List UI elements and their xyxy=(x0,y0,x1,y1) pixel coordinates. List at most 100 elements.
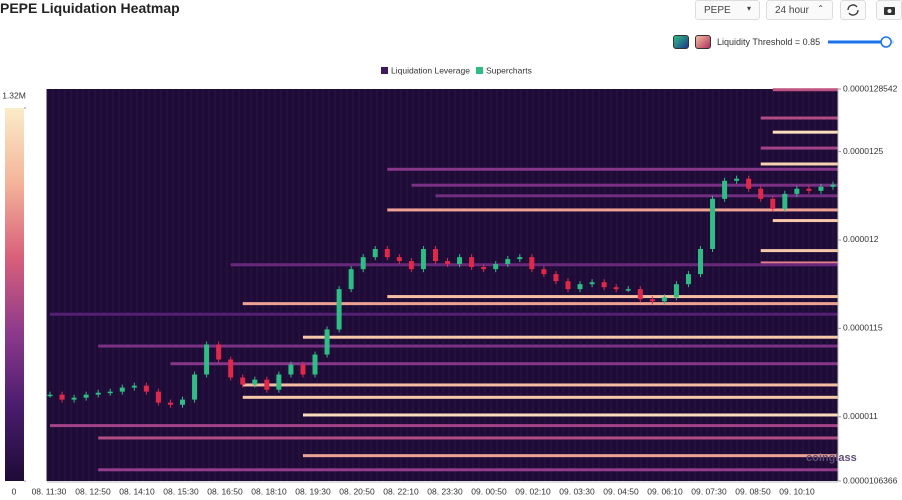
slider-knob[interactable] xyxy=(880,36,892,48)
candle-body xyxy=(457,257,463,265)
colorbar-label: 0 xyxy=(12,486,17,496)
candle-body xyxy=(288,364,294,375)
liquidation-band xyxy=(772,219,838,223)
candle-body xyxy=(312,354,318,375)
liquidation-band xyxy=(242,395,838,399)
candle-body xyxy=(95,392,101,395)
candle-body xyxy=(589,282,595,285)
candle-body xyxy=(565,281,571,290)
x-tick-label: 09. 03:30 xyxy=(559,486,595,496)
candle-body xyxy=(264,379,270,390)
period-select[interactable]: 24 hour ⌃ xyxy=(766,0,833,20)
candle-body xyxy=(360,257,366,270)
candle-body xyxy=(770,198,776,209)
candle-body xyxy=(252,379,258,385)
candle-body xyxy=(710,198,716,250)
camera-icon xyxy=(884,7,895,15)
candle-body xyxy=(83,394,89,398)
candle-body xyxy=(216,344,222,360)
legend-swatch xyxy=(476,67,483,74)
x-tick-label: 09. 10:10 xyxy=(779,486,815,496)
liquidation-band xyxy=(411,183,838,187)
candle-body xyxy=(637,289,643,300)
symbol-select[interactable]: PEPE ▾ xyxy=(695,0,760,20)
candle-body xyxy=(553,274,559,282)
liquidation-band xyxy=(760,261,838,265)
liquidation-band xyxy=(435,194,838,198)
candle-body xyxy=(408,261,414,270)
x-tick-label: 08. 15:30 xyxy=(163,486,199,496)
x-tick-label: 09. 02:10 xyxy=(515,486,551,496)
candle-body xyxy=(529,257,535,270)
candle-body xyxy=(469,257,475,268)
x-tick-label: 09. 06:10 xyxy=(647,486,683,496)
candle-body xyxy=(734,178,740,181)
x-tick-label: 08. 19:30 xyxy=(295,486,331,496)
candle-body xyxy=(649,299,655,302)
threshold-label: Liquidity Threshold = 0.85 xyxy=(717,37,821,47)
candle-body xyxy=(432,249,438,262)
x-tick-label: 08. 23:30 xyxy=(427,486,463,496)
candle-body xyxy=(47,394,53,397)
candle-body xyxy=(758,188,764,199)
candle-body xyxy=(192,374,198,400)
refresh-icon xyxy=(847,4,859,16)
candle-body xyxy=(348,269,354,290)
threshold-slider[interactable] xyxy=(826,34,902,50)
candle-body xyxy=(71,397,77,400)
candle-body xyxy=(541,269,547,275)
liquidation-band xyxy=(98,344,838,348)
y-tick-label: 0.0000125 xyxy=(843,146,883,156)
legend-swatch xyxy=(381,67,388,74)
color-scheme-green[interactable] xyxy=(673,35,689,49)
liquidation-band xyxy=(50,424,838,428)
candle-body xyxy=(746,178,752,189)
candle-body xyxy=(697,249,703,275)
x-tick-label: 09. 08:50 xyxy=(735,486,771,496)
candle-body xyxy=(384,249,390,258)
candle-body xyxy=(276,374,282,390)
liquidation-band xyxy=(387,295,838,299)
candle-body xyxy=(613,287,619,290)
colorbar xyxy=(5,108,24,481)
candle-body xyxy=(336,289,342,330)
period-value: 24 hour xyxy=(775,5,809,16)
candle-body xyxy=(204,344,210,375)
x-tick-label: 08. 20:50 xyxy=(339,486,375,496)
y-tick-label: 0.000012 xyxy=(843,234,879,244)
candle-body xyxy=(420,249,426,270)
liquidation-band xyxy=(760,249,838,253)
candle-body xyxy=(481,267,487,270)
candle-body xyxy=(806,188,812,191)
x-tick-label: 09. 07:30 xyxy=(691,486,727,496)
legend-label: Liquidation Leverage xyxy=(391,65,470,75)
x-tick-label: 08. 14:10 xyxy=(119,486,155,496)
liquidation-band xyxy=(387,208,838,212)
candle-body xyxy=(324,329,330,355)
liquidation-band xyxy=(387,167,838,171)
liquidation-band xyxy=(760,162,838,166)
refresh-button[interactable] xyxy=(840,0,866,20)
candle-body xyxy=(300,364,306,375)
liquidation-band xyxy=(760,146,838,150)
x-tick-label: 09. 04:50 xyxy=(603,486,639,496)
candle-body xyxy=(493,264,499,270)
watermark: coinglass xyxy=(806,452,857,464)
candle-body xyxy=(661,297,667,302)
x-tick-label: 09. 00:50 xyxy=(471,486,507,496)
liquidation-band xyxy=(98,468,838,472)
candle-body xyxy=(577,284,583,290)
liquidation-band xyxy=(760,116,838,120)
candle-body xyxy=(107,391,113,394)
y-tick-label: 0.0000128542 xyxy=(843,83,898,93)
x-tick-label: 08. 22:10 xyxy=(383,486,419,496)
candle-body xyxy=(131,385,137,388)
liquidation-band xyxy=(170,362,838,366)
color-scheme-pink[interactable] xyxy=(695,35,711,49)
candle-body xyxy=(59,394,65,400)
x-tick-label: 08. 18:10 xyxy=(251,486,287,496)
candle-body xyxy=(445,261,451,265)
x-tick-label: 08. 11:30 xyxy=(32,486,67,496)
